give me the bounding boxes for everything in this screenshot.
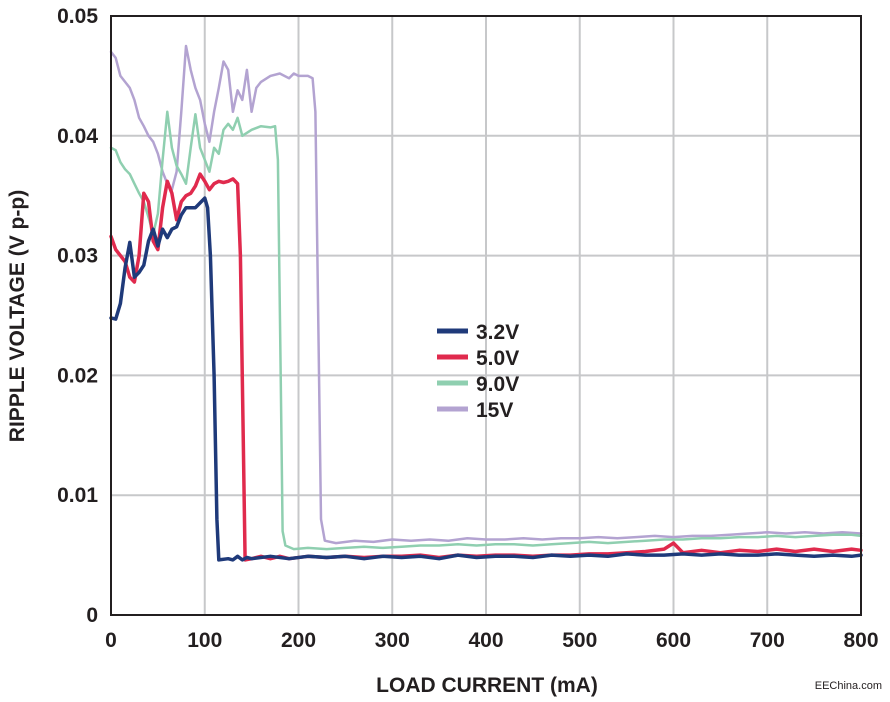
legend-label: 9.0V bbox=[476, 373, 519, 396]
x-axis-ticks: 0 100 200 300 400 500 600 700 800 bbox=[105, 629, 878, 652]
watermark-text: EEChina.com bbox=[814, 680, 882, 692]
x-tick-label: 500 bbox=[562, 629, 597, 652]
x-tick-label: 700 bbox=[750, 629, 785, 652]
y-axis-ticks: 0 0.01 0.02 0.03 0.04 0.05 bbox=[57, 5, 98, 627]
x-tick-label: 600 bbox=[656, 629, 691, 652]
x-tick-label: 200 bbox=[281, 629, 316, 652]
legend: 3.2V 5.0V 9.0V 15V bbox=[437, 321, 519, 422]
series-lines bbox=[109, 44, 863, 562]
legend-label: 5.0V bbox=[476, 347, 519, 370]
x-tick-label: 100 bbox=[187, 629, 222, 652]
series-line-9-0v bbox=[109, 110, 863, 551]
x-tick-label: 400 bbox=[468, 629, 503, 652]
x-tick-label: 800 bbox=[843, 629, 878, 652]
plot-frame bbox=[110, 15, 862, 616]
legend-label: 15V bbox=[476, 399, 513, 422]
legend-label: 3.2V bbox=[476, 321, 519, 344]
y-tick-label: 0.05 bbox=[57, 5, 98, 28]
y-tick-label: 0.03 bbox=[57, 245, 98, 268]
y-tick-label: 0.04 bbox=[57, 125, 98, 148]
y-tick-label: 0 bbox=[86, 604, 98, 627]
x-axis-title: LOAD CURRENT (mA) bbox=[376, 674, 598, 697]
y-tick-label: 0.02 bbox=[57, 364, 98, 387]
y-tick-label: 0.01 bbox=[57, 484, 98, 507]
x-tick-label: 0 bbox=[105, 629, 117, 652]
series-line-3-2v bbox=[109, 196, 863, 562]
y-axis-title: RIPPLE VOLTAGE (V p-p) bbox=[6, 190, 29, 442]
grid-lines bbox=[111, 16, 861, 615]
x-tick-label: 300 bbox=[375, 629, 410, 652]
